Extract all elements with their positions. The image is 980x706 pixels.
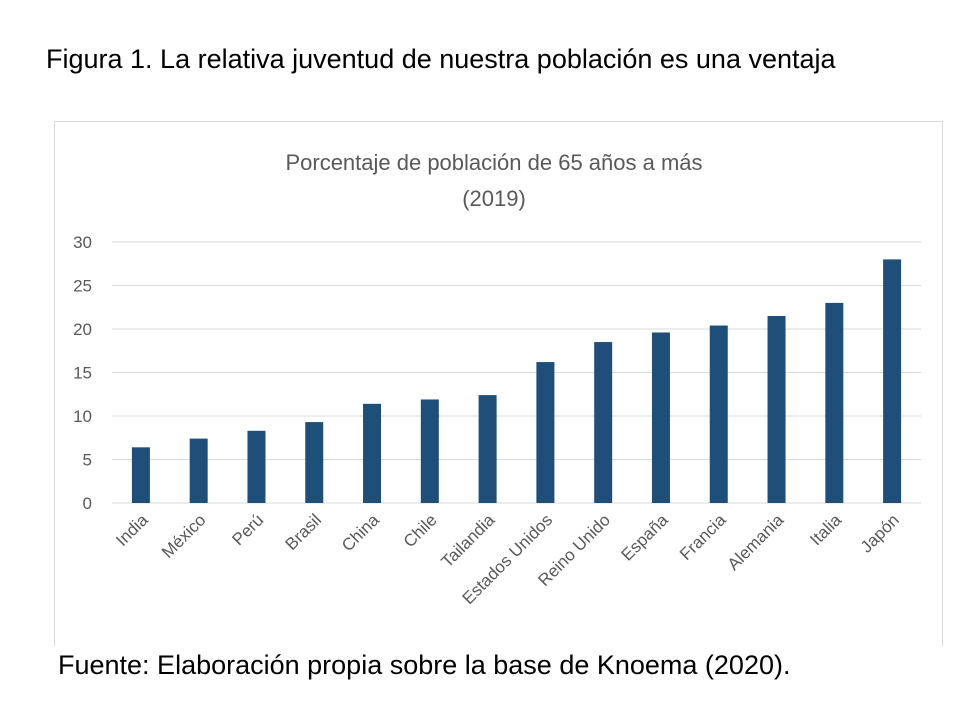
- bar-india: [131, 447, 150, 503]
- bar-brasil: [305, 422, 324, 503]
- y-tick-label: 5: [83, 451, 92, 470]
- x-tick-label: Brasil: [282, 510, 325, 553]
- bar-japón: [883, 259, 902, 503]
- source-note: Fuente: Elaboración propia sobre la base…: [58, 650, 791, 680]
- y-tick-label: 0: [83, 494, 92, 513]
- bar-perú: [247, 430, 266, 503]
- bar-china: [363, 403, 382, 503]
- x-axis: India México Perú Brasil China ChileTailandia…: [112, 510, 903, 608]
- bar-italia: [825, 302, 844, 503]
- bar-alemania: [767, 315, 786, 503]
- bar-estados-unidos: [536, 362, 555, 503]
- chart-area: Porcentaje de población de 65 años a más…: [54, 121, 943, 646]
- x-tick-label: China: [338, 510, 383, 555]
- y-tick-label: 10: [73, 407, 92, 426]
- bar-chart: Porcentaje de población de 65 años a más…: [73, 150, 921, 608]
- chart-subtitle: (2019): [462, 186, 526, 211]
- y-tick-label: 25: [73, 277, 92, 296]
- bar-españa: [651, 332, 670, 503]
- y-tick-label: 20: [73, 320, 92, 339]
- bar-francia: [709, 325, 728, 503]
- gridlines: [112, 241, 921, 504]
- bar-reino-unido: [594, 342, 613, 503]
- chart-title: Porcentaje de población de 65 años a más: [285, 150, 702, 175]
- x-tick-label: Francia: [676, 510, 730, 564]
- y-tick-label: 15: [73, 364, 92, 383]
- x-tick-label: Chile: [400, 510, 441, 551]
- x-tick-label: México: [158, 510, 210, 562]
- y-tick-label: 30: [73, 233, 92, 252]
- figure-title: Figura 1. La relativa juventud de nuestr…: [46, 44, 836, 74]
- bars: [131, 259, 902, 503]
- x-tick-label: España: [618, 510, 673, 565]
- x-tick-label: Italia: [806, 510, 845, 549]
- y-axis: 0 5 10 15 20 25 30: [73, 233, 92, 513]
- x-tick-label: Perú: [228, 510, 267, 549]
- x-tick-label: Japón: [857, 510, 903, 556]
- bar-chile: [420, 399, 439, 503]
- x-tick-label: Tailandia: [438, 510, 499, 571]
- bar-tailandia: [478, 395, 497, 503]
- x-tick-label: India: [112, 510, 152, 550]
- bar-méxico: [189, 438, 208, 503]
- x-tick-label: Alemania: [724, 510, 788, 574]
